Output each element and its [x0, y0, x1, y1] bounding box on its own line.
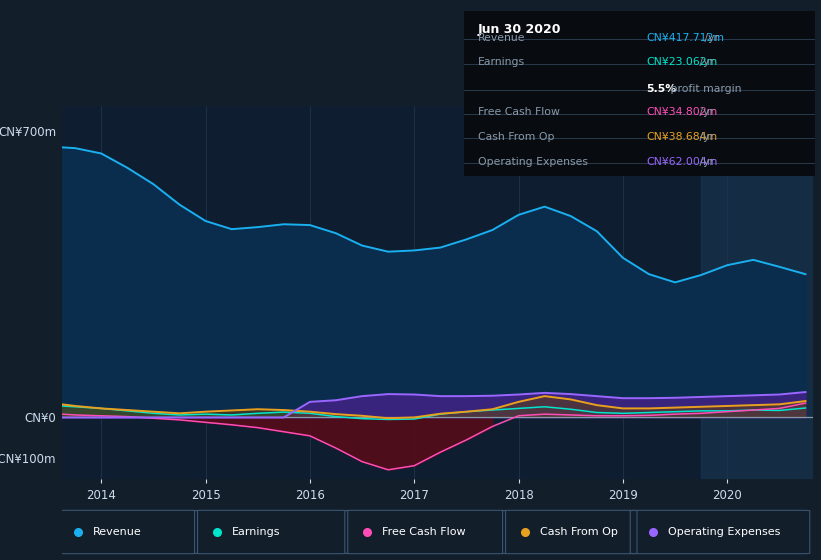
- Bar: [701, 106, 813, 479]
- Text: /yr: /yr: [695, 157, 713, 166]
- Text: CN¥34.802m: CN¥34.802m: [647, 107, 718, 117]
- Text: profit margin: profit margin: [667, 84, 742, 94]
- Text: Earnings: Earnings: [232, 527, 281, 537]
- Text: /yr: /yr: [695, 107, 713, 117]
- Text: Jun 30 2020: Jun 30 2020: [478, 23, 562, 36]
- Text: CN¥38.684m: CN¥38.684m: [647, 132, 718, 142]
- Text: Free Cash Flow: Free Cash Flow: [478, 107, 560, 117]
- Text: CN¥417.712m: CN¥417.712m: [647, 32, 725, 43]
- Text: /yr: /yr: [695, 58, 713, 67]
- Text: 5.5%: 5.5%: [647, 84, 677, 94]
- Text: Operating Expenses: Operating Expenses: [667, 527, 780, 537]
- Text: Operating Expenses: Operating Expenses: [478, 157, 588, 166]
- Text: Revenue: Revenue: [478, 32, 525, 43]
- Text: Cash From Op: Cash From Op: [540, 527, 618, 537]
- Text: Revenue: Revenue: [93, 527, 142, 537]
- Text: /yr: /yr: [700, 32, 718, 43]
- Text: CN¥62.004m: CN¥62.004m: [647, 157, 718, 166]
- Text: CN¥23.062m: CN¥23.062m: [647, 58, 718, 67]
- Text: Cash From Op: Cash From Op: [478, 132, 554, 142]
- Text: Free Cash Flow: Free Cash Flow: [383, 527, 466, 537]
- Text: /yr: /yr: [695, 132, 713, 142]
- Text: Earnings: Earnings: [478, 58, 525, 67]
